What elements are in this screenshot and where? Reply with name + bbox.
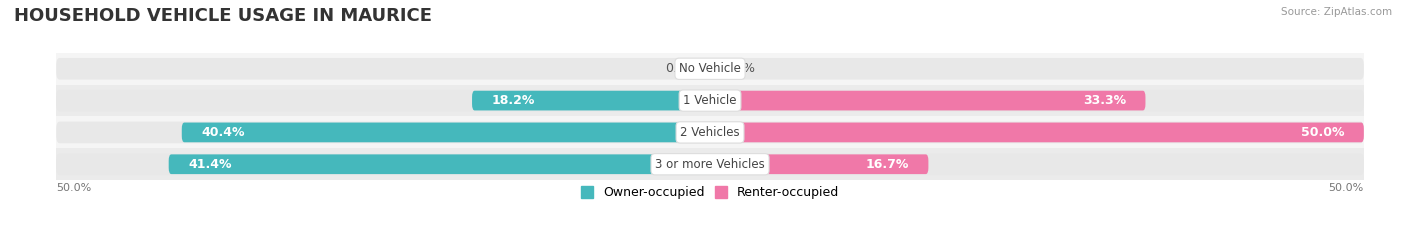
Text: 50.0%: 50.0% xyxy=(1301,126,1344,139)
Text: 18.2%: 18.2% xyxy=(492,94,536,107)
Text: 16.7%: 16.7% xyxy=(866,158,908,171)
FancyBboxPatch shape xyxy=(472,91,710,110)
FancyBboxPatch shape xyxy=(710,123,1364,142)
FancyBboxPatch shape xyxy=(710,154,928,174)
FancyBboxPatch shape xyxy=(181,123,710,142)
Bar xyxy=(56,53,1364,85)
Bar xyxy=(56,85,1364,116)
Text: 3 or more Vehicles: 3 or more Vehicles xyxy=(655,158,765,171)
Text: 50.0%: 50.0% xyxy=(1329,183,1364,193)
Bar xyxy=(56,116,1364,148)
Legend: Owner-occupied, Renter-occupied: Owner-occupied, Renter-occupied xyxy=(575,181,845,204)
Text: 50.0%: 50.0% xyxy=(56,183,91,193)
FancyBboxPatch shape xyxy=(56,58,1364,80)
FancyBboxPatch shape xyxy=(710,91,1146,110)
Text: 33.3%: 33.3% xyxy=(1083,94,1126,107)
Text: 0.0%: 0.0% xyxy=(665,62,697,75)
Text: 40.4%: 40.4% xyxy=(201,126,245,139)
Text: 41.4%: 41.4% xyxy=(188,158,232,171)
Text: 1 Vehicle: 1 Vehicle xyxy=(683,94,737,107)
FancyBboxPatch shape xyxy=(56,122,1364,143)
Text: 2 Vehicles: 2 Vehicles xyxy=(681,126,740,139)
Text: Source: ZipAtlas.com: Source: ZipAtlas.com xyxy=(1281,7,1392,17)
FancyBboxPatch shape xyxy=(56,153,1364,175)
Bar xyxy=(56,148,1364,180)
FancyBboxPatch shape xyxy=(169,154,710,174)
Text: 0.0%: 0.0% xyxy=(723,62,755,75)
Text: HOUSEHOLD VEHICLE USAGE IN MAURICE: HOUSEHOLD VEHICLE USAGE IN MAURICE xyxy=(14,7,432,25)
Text: No Vehicle: No Vehicle xyxy=(679,62,741,75)
FancyBboxPatch shape xyxy=(56,90,1364,111)
